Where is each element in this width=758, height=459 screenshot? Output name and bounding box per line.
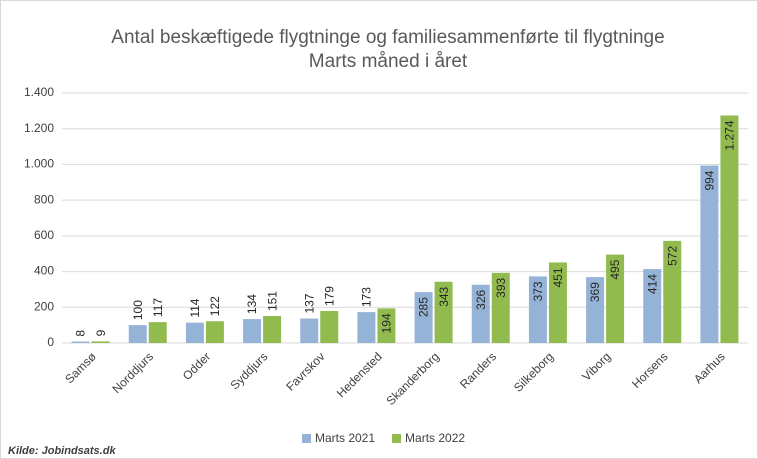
data-label: 572 xyxy=(665,246,679,266)
bar xyxy=(700,165,719,343)
data-label: 117 xyxy=(151,298,165,317)
chart-title: Antal beskæftigede flygtninge og familie… xyxy=(111,27,664,48)
bar xyxy=(720,115,739,343)
bar xyxy=(128,325,147,343)
bar xyxy=(71,341,90,343)
bar xyxy=(548,262,567,343)
bar xyxy=(434,281,453,343)
data-label: 285 xyxy=(417,297,431,317)
bar xyxy=(243,319,262,343)
data-label: 100 xyxy=(131,300,145,320)
data-label: 326 xyxy=(474,289,488,309)
data-label: 194 xyxy=(380,313,394,333)
y-tick-label: 200 xyxy=(34,299,54,313)
bar xyxy=(320,311,339,343)
data-label: 179 xyxy=(322,286,336,306)
data-label: 114 xyxy=(188,298,202,317)
bar xyxy=(643,269,662,343)
bar xyxy=(586,277,605,343)
data-label: 369 xyxy=(588,282,602,302)
y-tick-label: 1.400 xyxy=(24,85,54,99)
legend-label: Marts 2021 xyxy=(315,431,375,445)
legend-swatch xyxy=(302,434,311,443)
bar xyxy=(471,284,490,343)
bar xyxy=(414,292,433,343)
data-label: 9 xyxy=(94,329,108,336)
data-label: 8 xyxy=(74,330,88,337)
data-label: 994 xyxy=(703,170,717,190)
legend-swatch xyxy=(392,434,402,443)
bar xyxy=(606,254,625,343)
data-label: 122 xyxy=(208,296,222,316)
data-label: 393 xyxy=(494,278,508,298)
bar xyxy=(263,316,282,343)
data-label: 451 xyxy=(551,267,565,287)
y-tick-label: 800 xyxy=(34,192,54,206)
data-label: 173 xyxy=(360,287,374,307)
bar xyxy=(491,272,510,343)
bar xyxy=(91,341,110,343)
bar xyxy=(300,318,319,343)
data-label: 343 xyxy=(437,286,451,306)
bar xyxy=(148,322,167,343)
data-label: 134 xyxy=(245,294,259,314)
y-tick-label: 1.200 xyxy=(24,121,54,135)
bar xyxy=(528,276,547,343)
legend-label: Marts 2022 xyxy=(405,431,465,445)
bar xyxy=(663,240,682,343)
chart-subtitle: Marts måned i året xyxy=(309,51,468,72)
bar xyxy=(205,321,224,343)
data-label: 151 xyxy=(265,291,279,311)
y-tick-label: 1.000 xyxy=(24,157,54,171)
y-tick-label: 0 xyxy=(47,335,54,349)
data-label: 1.274 xyxy=(723,120,737,150)
y-tick-label: 400 xyxy=(34,264,54,278)
bar xyxy=(357,312,376,343)
bar xyxy=(185,322,204,343)
source-note: Kilde: Jobindsats.dk xyxy=(8,445,116,457)
data-label: 495 xyxy=(608,259,622,279)
data-label: 137 xyxy=(302,293,316,313)
bar xyxy=(377,308,396,343)
data-label: 414 xyxy=(645,274,659,294)
y-tick-label: 600 xyxy=(34,228,54,242)
data-label: 373 xyxy=(531,281,545,301)
